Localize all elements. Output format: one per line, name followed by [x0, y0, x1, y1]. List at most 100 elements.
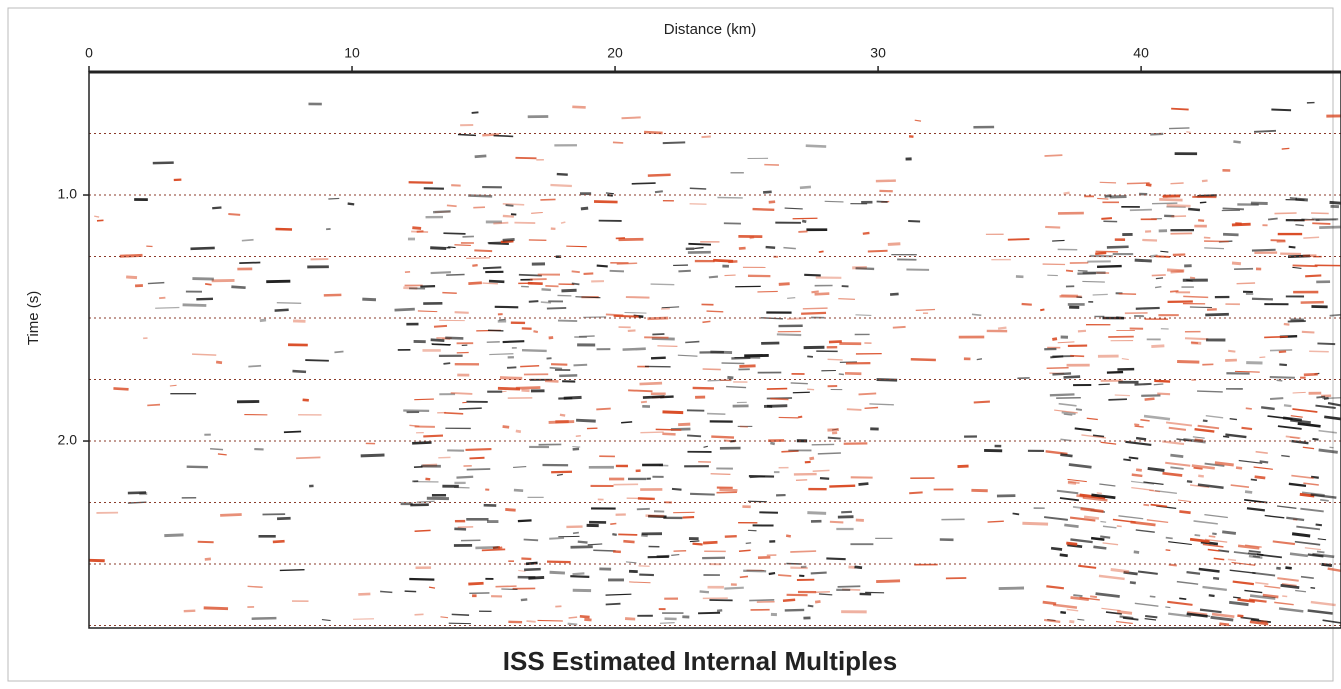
reflector: [1167, 600, 1193, 606]
reflector: [1166, 268, 1185, 273]
reflector: [1135, 529, 1155, 533]
reflector: [1123, 458, 1131, 462]
reflector: [1269, 375, 1295, 379]
reflector: [1170, 269, 1184, 274]
reflector: [1096, 492, 1102, 495]
reflector: [576, 418, 596, 423]
reflector: [203, 606, 229, 611]
reflector: [113, 387, 129, 391]
reflector: [212, 206, 222, 210]
reflector: [1097, 197, 1109, 200]
reflector: [1225, 433, 1247, 439]
reflector: [190, 246, 215, 251]
reflector: [169, 384, 177, 387]
reflector: [1101, 607, 1121, 612]
reflector: [1110, 568, 1130, 574]
reflector: [1121, 358, 1129, 361]
reflector: [1063, 191, 1070, 195]
reflector: [1168, 426, 1187, 431]
reflector: [1295, 197, 1308, 202]
reflector: [1134, 423, 1140, 426]
reflector: [520, 364, 540, 368]
reflector: [784, 608, 805, 612]
reflector: [546, 306, 567, 310]
reflector: [1248, 549, 1261, 554]
reflector: [1252, 555, 1261, 558]
reflector: [1101, 217, 1113, 220]
reflector: [662, 432, 676, 436]
reflector: [1179, 510, 1191, 515]
reflector: [158, 296, 166, 300]
reflector: [505, 508, 516, 512]
reflector: [1046, 585, 1065, 590]
reflector: [998, 586, 1025, 590]
reflector: [749, 475, 766, 479]
reflector: [1130, 520, 1156, 527]
reflector: [1276, 379, 1283, 382]
reflector: [584, 618, 592, 622]
reflector: [248, 364, 262, 368]
reflector: [1162, 440, 1185, 446]
reflector: [1119, 615, 1134, 620]
reflector: [1312, 222, 1331, 225]
reflector: [1043, 618, 1061, 623]
reflector: [433, 210, 451, 214]
reflector: [1290, 415, 1303, 418]
reflector: [659, 622, 675, 624]
reflector: [1277, 425, 1302, 430]
reflector: [1067, 478, 1087, 483]
reflector: [428, 586, 436, 589]
reflector: [1300, 575, 1314, 580]
reflector: [1060, 453, 1073, 458]
reflector: [1259, 460, 1269, 464]
reflector: [1253, 129, 1276, 133]
reflector: [126, 275, 138, 280]
reflector: [640, 431, 664, 434]
reflector: [708, 275, 719, 279]
reflector: [1310, 600, 1336, 607]
reflector: [524, 567, 541, 572]
reflector: [1099, 483, 1116, 487]
reflector: [500, 240, 514, 244]
reflector: [1228, 349, 1236, 353]
reflector: [1186, 131, 1191, 134]
seismic-texture: [89, 101, 1341, 627]
reflector: [1231, 561, 1256, 566]
reflector: [1064, 523, 1079, 528]
reflector: [1233, 140, 1241, 144]
reflector: [1102, 525, 1117, 529]
reflector: [1149, 489, 1161, 493]
reflector: [1276, 566, 1281, 570]
reflector: [362, 297, 377, 302]
reflector: [556, 473, 563, 477]
reflector: [515, 156, 537, 160]
reflector: [1186, 571, 1201, 575]
reflector: [824, 200, 844, 203]
reflector: [1274, 601, 1294, 606]
reflector: [210, 448, 224, 451]
reflector: [1069, 516, 1096, 522]
reflector: [443, 362, 451, 365]
reflector: [1204, 247, 1225, 250]
reflector: [1260, 620, 1268, 624]
reflector: [1199, 608, 1222, 614]
reflector: [1316, 395, 1326, 399]
reflector: [1234, 370, 1260, 373]
reflector: [521, 349, 547, 353]
reflector: [1170, 290, 1179, 293]
reflector: [1151, 344, 1165, 349]
reflector: [1140, 418, 1150, 422]
reflector: [1264, 514, 1285, 519]
reflector: [1281, 147, 1290, 150]
y-axis-label: Time (s): [25, 291, 42, 345]
reflector: [1269, 349, 1293, 352]
reflector: [1210, 615, 1234, 622]
reflector: [497, 546, 503, 550]
reflector: [1271, 108, 1292, 112]
reflector: [1168, 612, 1192, 618]
reflector: [805, 144, 827, 148]
reflector: [1252, 571, 1276, 577]
reflector: [1241, 426, 1253, 431]
reflector: [1054, 409, 1078, 414]
reflector: [1237, 614, 1244, 618]
